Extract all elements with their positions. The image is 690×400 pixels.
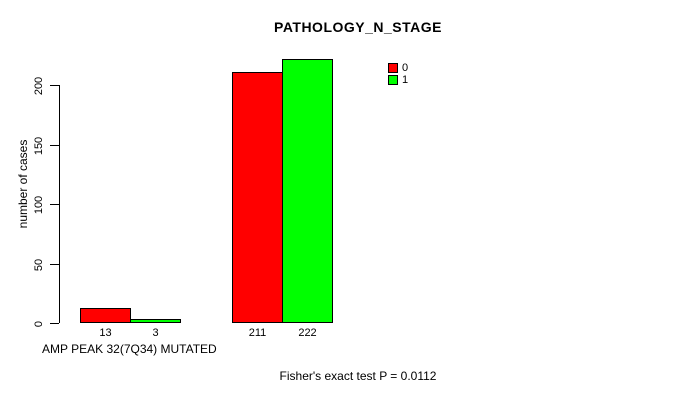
legend-swatch-1 (388, 75, 398, 85)
chart-title: PATHOLOGY_N_STAGE (274, 19, 442, 35)
bar-series-0-group-1 (232, 72, 283, 323)
y-tick (50, 204, 59, 205)
bar-value-label: 211 (248, 327, 267, 339)
y-tick-label: 100 (33, 195, 45, 214)
y-tick-label: 50 (33, 258, 45, 271)
y-tick (50, 85, 59, 86)
legend-label: 1 (402, 74, 409, 86)
y-tick (50, 323, 59, 324)
legend-row: 1 (388, 74, 408, 86)
stat-annotation: Fisher's exact test P = 0.0112 (279, 369, 437, 383)
y-axis-label: number of cases (16, 139, 30, 229)
bar-value-label: 3 (152, 327, 159, 339)
bar-series-1-group-1 (282, 59, 333, 323)
legend-row: 0 (388, 62, 408, 74)
bar-value-label: 13 (99, 327, 112, 339)
x-axis-label: AMP PEAK 32(7Q34) MUTATED (42, 342, 217, 356)
y-tick-label: 200 (33, 76, 45, 95)
legend-swatch-0 (388, 63, 398, 73)
y-axis-line (59, 85, 60, 323)
legend-label: 0 (402, 62, 409, 74)
bar-series-0-group-0 (80, 308, 131, 323)
y-tick (50, 264, 59, 265)
bar-value-label: 222 (298, 327, 317, 339)
y-tick-label: 0 (33, 320, 45, 327)
y-tick-label: 150 (33, 136, 45, 155)
y-tick (50, 145, 59, 146)
bar-series-1-group-0 (130, 319, 181, 323)
